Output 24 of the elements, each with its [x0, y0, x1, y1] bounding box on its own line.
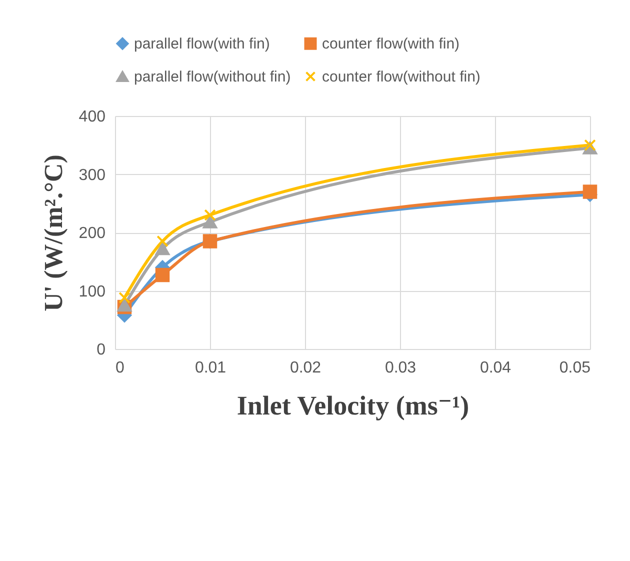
- x-tick-label: 0.02: [290, 360, 322, 376]
- y-tick-label: 0: [96, 342, 106, 358]
- point: [155, 242, 170, 256]
- legend-label: parallel flow(without fin): [134, 68, 291, 86]
- x-tick-label: 0.03: [384, 360, 416, 376]
- y-axis-title: U' (W/(m².°C): [38, 154, 68, 312]
- point: [118, 292, 130, 304]
- point: [582, 184, 598, 199]
- point: [156, 235, 168, 248]
- y-tick-label: 100: [78, 283, 106, 300]
- legend-label: counter flow(without fin): [322, 68, 480, 86]
- y-tick-label: 400: [78, 108, 106, 126]
- point: [202, 216, 218, 228]
- legend-label: parallel flow(with fin): [134, 36, 270, 53]
- y-tick-label: 300: [78, 166, 106, 184]
- x-tick-label: 0.04: [480, 360, 512, 376]
- point: [155, 268, 170, 282]
- x-axis-title: Inlet Velocity (ms⁻¹): [236, 390, 470, 420]
- y-tick-label: 200: [78, 225, 106, 242]
- x-tick-label: 0.01: [194, 360, 226, 376]
- x-tick-label: 0: [116, 360, 124, 376]
- legend-label: counter flow(with fin): [322, 36, 460, 53]
- x-tick-label: 0.05: [559, 360, 591, 376]
- point: [204, 209, 216, 221]
